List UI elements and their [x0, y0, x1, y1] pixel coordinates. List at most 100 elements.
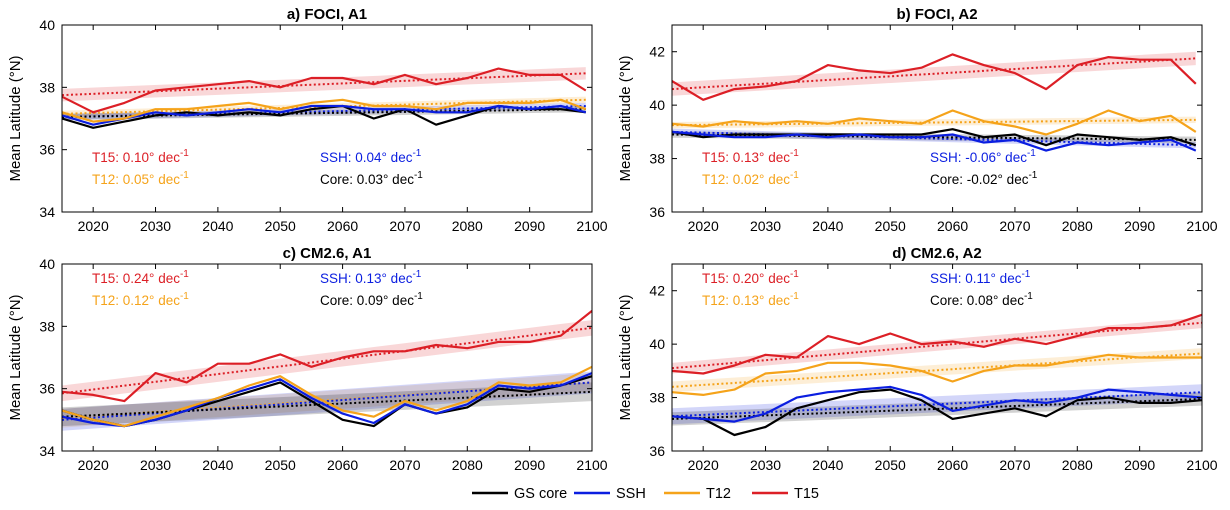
x-tick-label: 2100 — [576, 218, 607, 234]
x-tick-label: 2060 — [327, 457, 358, 473]
x-tick-label: 2040 — [202, 218, 233, 234]
annotation-label: Core: 0.09° dec — [320, 293, 414, 308]
trend-annotation: SSH: 0.13° dec-1 — [320, 269, 422, 286]
x-tick-label: 2060 — [937, 218, 968, 234]
axes-box — [671, 24, 1203, 213]
annotation-exponent: -1 — [180, 269, 189, 280]
annotation-exponent: -1 — [790, 269, 799, 280]
annotation-exponent: -1 — [180, 148, 189, 159]
series-line-t15 — [62, 309, 592, 403]
annotation-exponent: -1 — [180, 170, 189, 181]
x-tick-label: 2100 — [576, 457, 607, 473]
annotation-label: T12: 0.13° dec — [702, 293, 790, 308]
series-line-ssh — [62, 372, 592, 428]
series-line-t15 — [672, 313, 1202, 375]
x-tick-label: 2070 — [389, 457, 420, 473]
trend-annotation: Core: 0.03° dec-1 — [320, 170, 423, 187]
annotation-exponent: -1 — [1028, 170, 1037, 181]
x-tick-label: 2100 — [1186, 218, 1217, 234]
y-axis-label: Mean Latitude (°N) — [617, 294, 634, 420]
trend-line-t15 — [62, 72, 586, 97]
trend-annotation: Core: -0.02° dec-1 — [930, 170, 1038, 187]
annotation-exponent: -1 — [1021, 269, 1030, 280]
trend-annotation: T15: 0.20° dec-1 — [702, 269, 799, 286]
y-tick-label: 40 — [649, 336, 665, 352]
series-line-ssh — [672, 130, 1197, 152]
series-line-ssh — [62, 104, 587, 126]
trend-band-gs-core — [62, 382, 592, 427]
legend-label: T15 — [794, 486, 819, 502]
y-tick-label: 40 — [39, 256, 55, 272]
x-tick-label: 2100 — [1186, 457, 1217, 473]
x-tick-label: 2080 — [1062, 218, 1093, 234]
panel-4: d) CM2.6, A2 Mean Latitude (°N) 2020 2030 20… — [617, 245, 1218, 473]
annotation-label: Core: 0.08° dec — [930, 293, 1024, 308]
annotation-label: Core: -0.02° dec — [930, 172, 1029, 187]
y-tick-label: 42 — [649, 44, 665, 60]
trend-line-t15 — [62, 326, 592, 395]
x-tick-label: 2090 — [1124, 218, 1155, 234]
annotation-exponent: -1 — [414, 291, 423, 302]
series-line-t12 — [62, 98, 587, 123]
plot-area — [672, 51, 1197, 152]
annotation-exponent: -1 — [414, 170, 423, 181]
trend-line-ssh — [672, 391, 1202, 418]
trend-annotation: T15: 0.13° dec-1 — [702, 148, 799, 165]
legend-label: SSH — [616, 486, 646, 502]
x-tick-label: 2080 — [452, 457, 483, 473]
trend-annotation: SSH: -0.06° dec-1 — [930, 148, 1036, 165]
annotation-exponent: -1 — [1027, 148, 1036, 159]
x-tick-label: 2050 — [875, 457, 906, 473]
x-tick-label: 2090 — [514, 218, 545, 234]
annotation-label: SSH: 0.04° dec — [320, 150, 413, 165]
trend-annotation: T12: 0.12° dec-1 — [92, 291, 189, 308]
y-tick-label: 36 — [649, 443, 665, 459]
y-tick-label: 40 — [39, 17, 55, 33]
plot-area — [62, 67, 587, 129]
x-tick-label: 2070 — [999, 218, 1030, 234]
trend-annotation: T15: 0.10° dec-1 — [92, 148, 189, 165]
x-tick-label: 2090 — [514, 457, 545, 473]
trend-annotation: T12: 0.05° dec-1 — [92, 170, 189, 187]
trend-annotations: T15: 0.13° dec-1 T12: 0.02° dec-1 SSH: -0.… — [702, 148, 1038, 187]
x-tick-label: 2030 — [140, 457, 171, 473]
x-tick-label: 2060 — [327, 218, 358, 234]
x-tick-label: 2050 — [265, 457, 296, 473]
series-line-gs-core — [672, 388, 1202, 437]
y-tick-label: 42 — [649, 283, 665, 299]
annotation-exponent: -1 — [1024, 291, 1033, 302]
trend-line-gs-core — [62, 390, 592, 418]
axes-box — [61, 263, 593, 452]
series-line-t12 — [62, 365, 592, 428]
x-tick-label: 2030 — [750, 457, 781, 473]
series-line-t12 — [672, 109, 1197, 136]
y-tick-label: 40 — [649, 97, 665, 113]
annotation-label: T15: 0.10° dec — [92, 150, 180, 165]
panel-3: c) CM2.6, A1 Mean Latitude (°N) 2020 2030 20… — [7, 245, 608, 473]
y-tick-label: 36 — [649, 204, 665, 220]
x-tick-label: 2020 — [688, 457, 719, 473]
series-line-t12 — [672, 353, 1202, 396]
annotation-label: SSH: 0.11° dec — [930, 271, 1022, 286]
annotation-exponent: -1 — [790, 148, 799, 159]
x-tick-label: 2080 — [1062, 457, 1093, 473]
plot-area — [672, 313, 1202, 437]
trend-annotation: T12: 0.02° dec-1 — [702, 170, 799, 187]
x-tick-label: 2090 — [1124, 457, 1155, 473]
panel-title: d) CM2.6, A2 — [892, 245, 981, 262]
plot-area — [62, 309, 592, 431]
legend-label: GS core — [514, 486, 567, 502]
y-tick-label: 38 — [649, 390, 665, 406]
panel-2: b) FOCI, A2 Mean Latitude (°N) 2020 2030 204… — [617, 6, 1218, 234]
y-tick-label: 34 — [39, 443, 55, 459]
x-tick-label: 2050 — [265, 218, 296, 234]
trend-annotation: Core: 0.08° dec-1 — [930, 291, 1033, 308]
trend-line-t15 — [672, 57, 1196, 91]
trend-line-t12 — [672, 352, 1202, 388]
series-line-t15 — [62, 67, 587, 114]
trend-annotation: SSH: 0.04° dec-1 — [320, 148, 422, 165]
x-tick-label: 2030 — [140, 218, 171, 234]
legend: GS core SSH T12 T15 — [472, 486, 819, 502]
